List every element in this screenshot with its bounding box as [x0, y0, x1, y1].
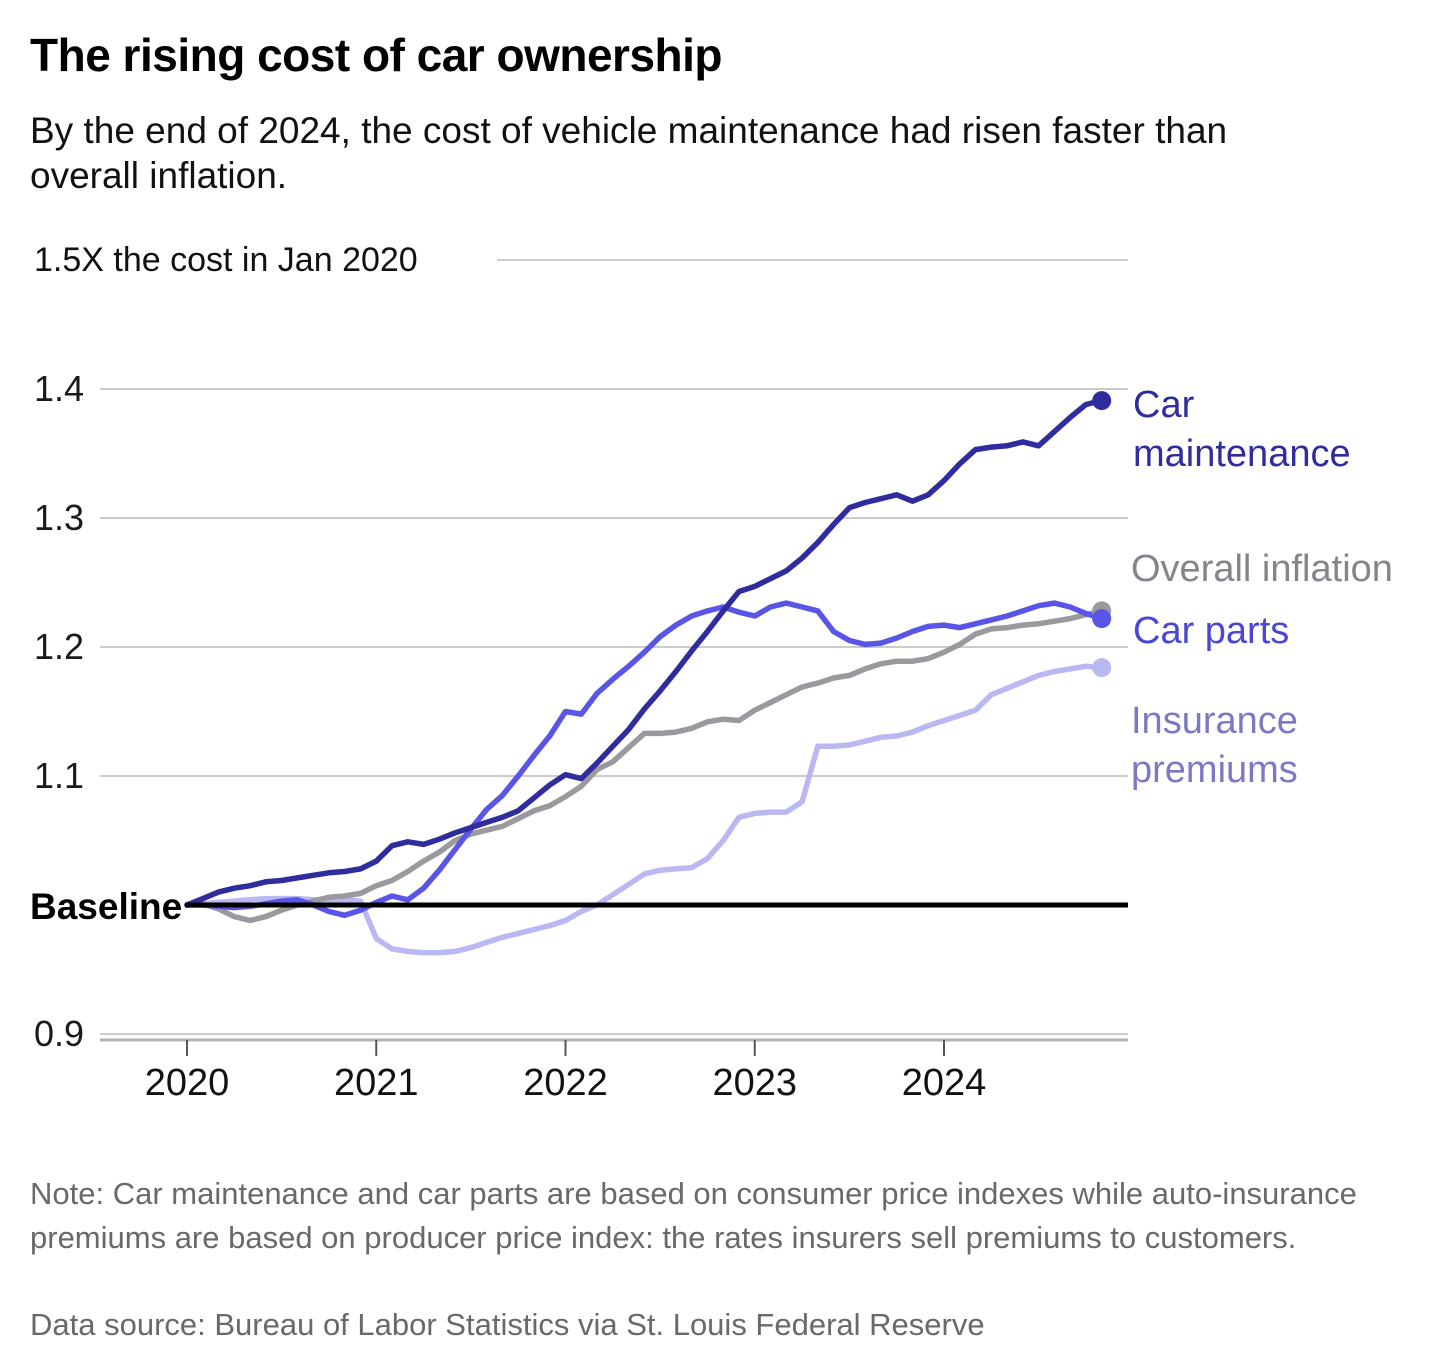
endpoint-dot-car-parts [1092, 609, 1112, 629]
data-source: Data source: Bureau of Labor Statistics … [30, 1307, 985, 1342]
x-tick-label-2021: 2021 [333, 1062, 419, 1104]
x-tick-label-2024: 2024 [901, 1062, 987, 1104]
line-overall-inflation [184, 608, 1105, 924]
endpoint-dot-insurance-premiums [1092, 658, 1112, 678]
y-axis-top-label: 1.5X the cost in Jan 2020 [34, 241, 418, 279]
series-label-overall-inflation: Overall inflation [1131, 548, 1393, 590]
endpoint-dot-car-maintenance [1092, 391, 1112, 411]
page-title: The rising cost of car ownership [30, 29, 723, 81]
line-car-maintenance [184, 397, 1105, 908]
series-label-car-parts: Car parts [1133, 610, 1290, 652]
baseline-label: Baseline [30, 886, 183, 927]
y-tick-label-1.2: 1.2 [34, 626, 85, 667]
series-label-insurance-premiums: Insurance premiums [1131, 700, 1298, 791]
series-label-car-maintenance: Car maintenance [1133, 384, 1351, 475]
line-insurance-premiums [184, 663, 1105, 956]
x-tick-label-2023: 2023 [712, 1062, 798, 1104]
x-tick-label-2020: 2020 [144, 1062, 230, 1104]
x-tick-label-2022: 2022 [523, 1062, 608, 1104]
footnote: Note: Car maintenance and car parts are … [30, 1176, 1357, 1256]
y-tick-label-1.3: 1.3 [34, 497, 85, 538]
page-subtitle: By the end of 2024, the cost of vehicle … [30, 110, 1228, 197]
line-car-parts [184, 600, 1105, 919]
y-tick-label-1.4: 1.4 [34, 368, 85, 409]
y-tick-label-0.9: 0.9 [34, 1013, 85, 1054]
y-tick-label-1.1: 1.1 [34, 755, 85, 796]
